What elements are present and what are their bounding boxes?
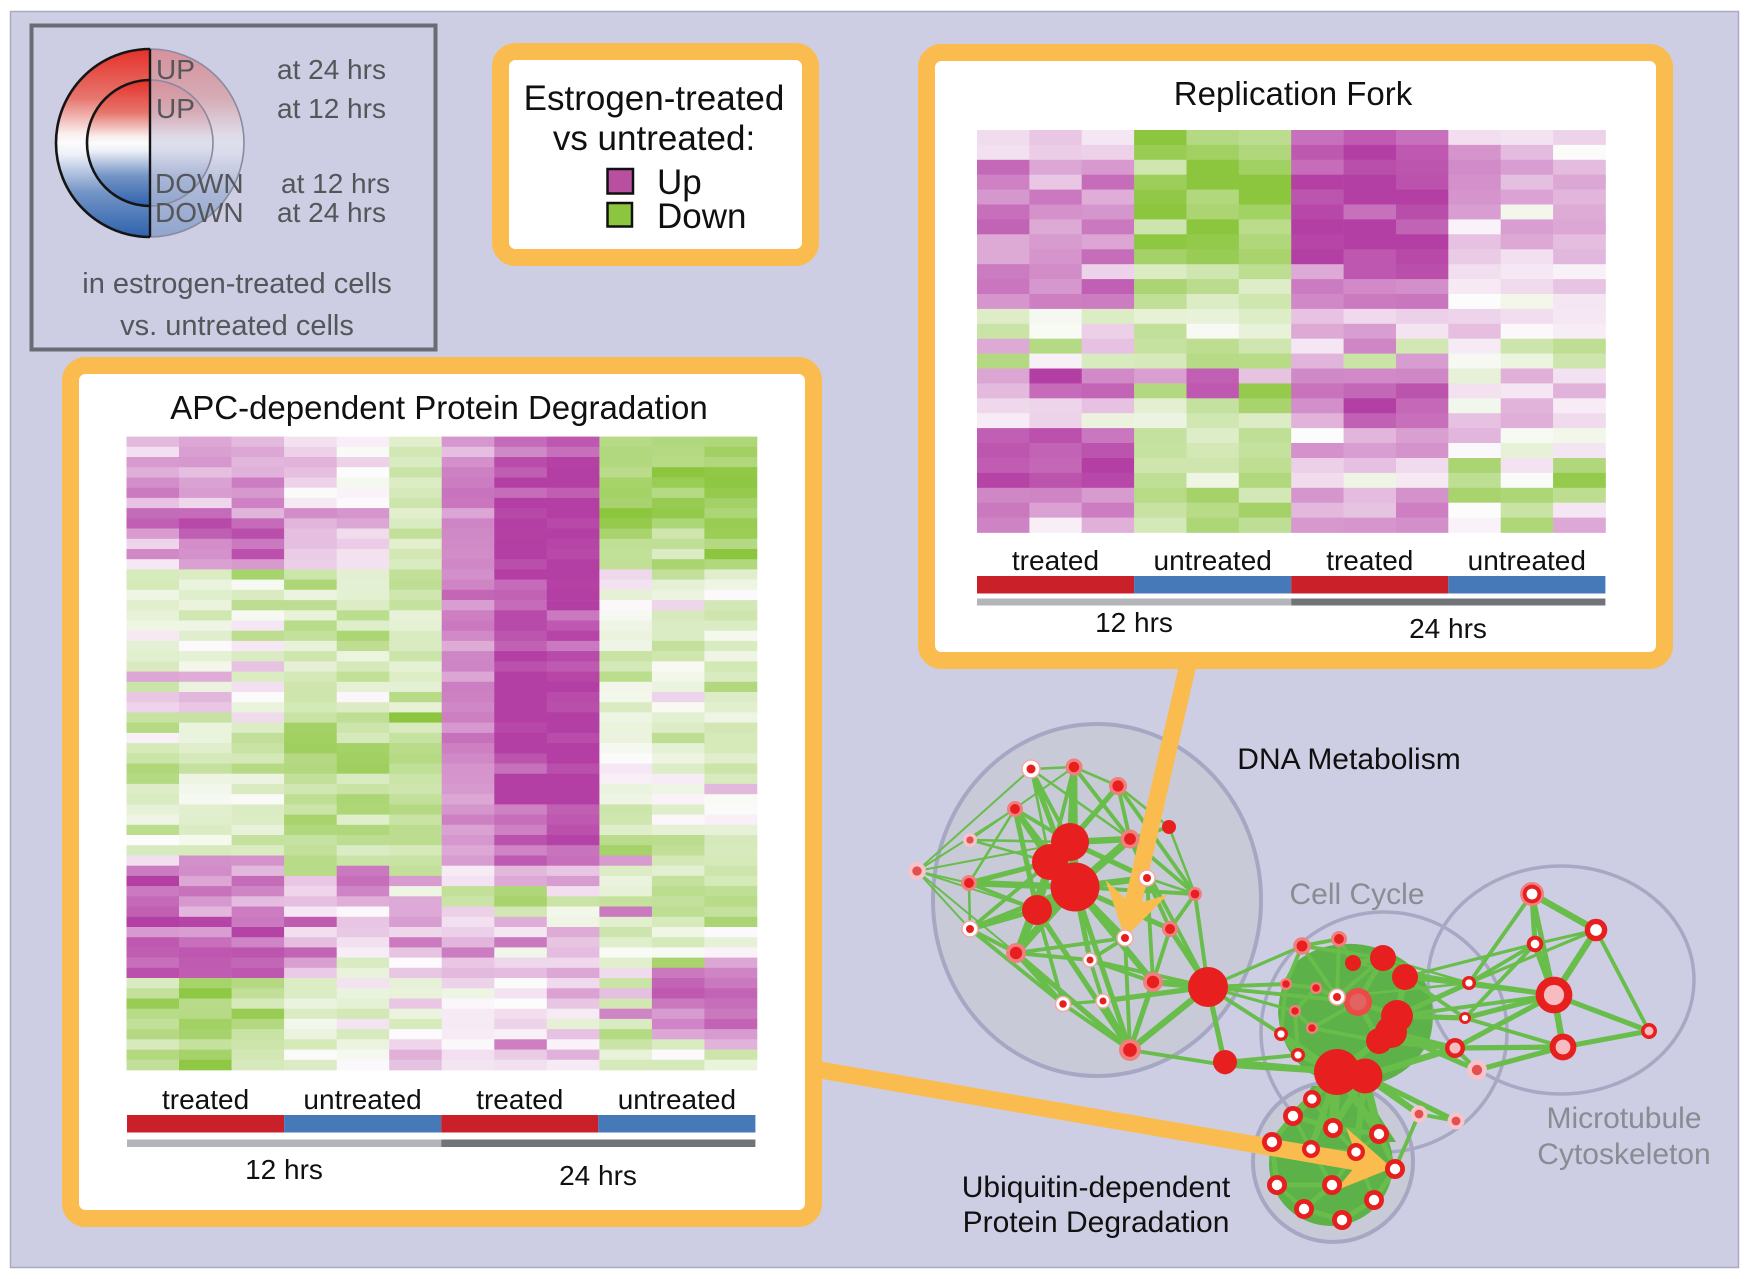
svg-text:APC-dependent Protein Degradat: APC-dependent Protein Degradation bbox=[170, 389, 708, 426]
svg-text:at 24 hrs: at 24 hrs bbox=[277, 197, 386, 228]
svg-text:24 hrs: 24 hrs bbox=[559, 1160, 637, 1191]
svg-text:vs. untreated cells: vs. untreated cells bbox=[120, 310, 354, 342]
svg-text:untreated: untreated bbox=[303, 1084, 421, 1115]
svg-text:treated: treated bbox=[476, 1084, 563, 1115]
svg-text:at 12 hrs: at 12 hrs bbox=[277, 93, 386, 124]
svg-text:DOWN: DOWN bbox=[155, 168, 244, 199]
svg-text:at 24 hrs: at 24 hrs bbox=[277, 54, 386, 85]
svg-text:treated: treated bbox=[162, 1084, 249, 1115]
svg-text:Estrogen-treated: Estrogen-treated bbox=[524, 79, 785, 118]
svg-text:untreated: untreated bbox=[618, 1084, 736, 1115]
svg-text:DOWN: DOWN bbox=[155, 197, 244, 228]
svg-text:Microtubule: Microtubule bbox=[1546, 1102, 1701, 1135]
svg-text:Down: Down bbox=[657, 197, 746, 236]
svg-text:12 hrs: 12 hrs bbox=[1095, 607, 1173, 638]
svg-text:Up: Up bbox=[657, 163, 702, 202]
svg-text:treated: treated bbox=[1326, 545, 1413, 576]
svg-text:untreated: untreated bbox=[1154, 545, 1272, 576]
svg-text:vs untreated:: vs untreated: bbox=[553, 119, 755, 158]
svg-text:DNA Metabolism: DNA Metabolism bbox=[1237, 743, 1460, 776]
svg-text:UP: UP bbox=[156, 54, 195, 85]
svg-text:Cell Cycle: Cell Cycle bbox=[1289, 878, 1424, 911]
svg-text:in estrogen-treated cells: in estrogen-treated cells bbox=[82, 268, 392, 300]
svg-text:Cytoskeleton: Cytoskeleton bbox=[1537, 1138, 1710, 1171]
svg-text:12 hrs: 12 hrs bbox=[245, 1154, 323, 1185]
svg-text:Ubiquitin-dependent: Ubiquitin-dependent bbox=[962, 1171, 1231, 1204]
svg-text:24 hrs: 24 hrs bbox=[1409, 613, 1487, 644]
svg-text:untreated: untreated bbox=[1468, 545, 1586, 576]
svg-text:treated: treated bbox=[1012, 545, 1099, 576]
svg-text:UP: UP bbox=[156, 93, 195, 124]
svg-text:at 12 hrs: at 12 hrs bbox=[281, 168, 390, 199]
svg-text:Replication Fork: Replication Fork bbox=[1174, 75, 1413, 112]
svg-text:Protein Degradation: Protein Degradation bbox=[963, 1206, 1230, 1239]
